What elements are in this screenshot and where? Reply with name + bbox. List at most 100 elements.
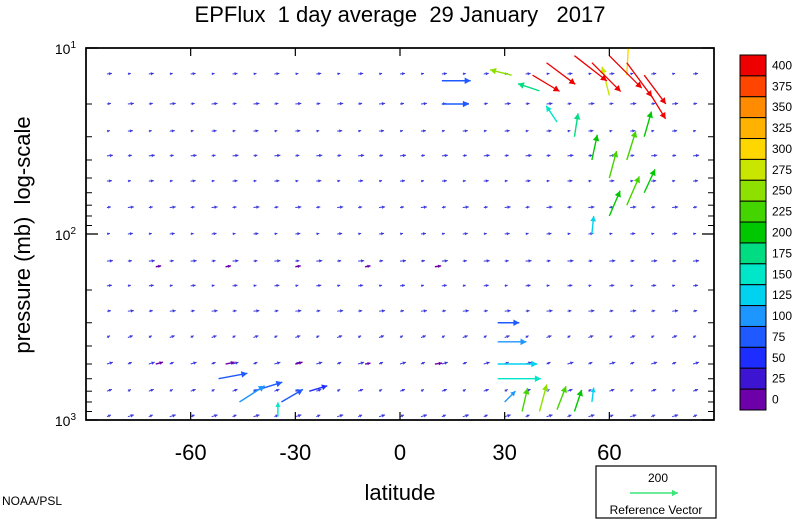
vector — [483, 129, 487, 133]
vector — [295, 205, 302, 209]
vector — [295, 154, 300, 158]
vector — [693, 259, 700, 263]
vector — [169, 232, 175, 236]
vector — [379, 309, 386, 313]
vector — [588, 205, 595, 209]
vector — [591, 134, 600, 161]
vector — [169, 179, 173, 183]
vector — [169, 154, 174, 158]
vector — [148, 259, 155, 263]
vector — [148, 179, 154, 183]
vector — [232, 153, 239, 158]
vector — [316, 72, 322, 76]
vector — [316, 129, 320, 133]
vector — [253, 72, 257, 76]
vector — [211, 361, 216, 365]
vector — [590, 215, 597, 235]
vector — [148, 284, 154, 288]
vector — [358, 205, 363, 209]
vector — [546, 129, 552, 133]
vector — [651, 388, 657, 392]
vector — [546, 72, 550, 76]
vector — [379, 102, 386, 106]
vector — [434, 264, 442, 269]
vector — [148, 129, 152, 133]
vector — [274, 284, 280, 288]
vector — [441, 77, 471, 85]
vector — [573, 113, 581, 137]
vector — [525, 284, 531, 288]
vector — [483, 102, 488, 106]
vector — [609, 259, 616, 263]
vector — [462, 72, 466, 76]
vector — [281, 388, 304, 403]
vector — [127, 129, 133, 133]
vector — [609, 388, 615, 392]
vector — [567, 388, 573, 392]
vector — [190, 259, 197, 263]
vector — [546, 335, 552, 339]
vector — [693, 72, 699, 76]
vector — [630, 205, 637, 209]
vector — [399, 284, 406, 288]
vector — [692, 414, 698, 418]
vector — [504, 154, 509, 158]
vector — [378, 259, 384, 263]
vector — [588, 309, 595, 313]
vector — [693, 153, 700, 158]
vector — [127, 284, 131, 288]
vector — [504, 284, 508, 288]
vector — [525, 129, 529, 133]
reference-vector-value: 200 — [648, 471, 668, 485]
vector — [630, 259, 635, 263]
vector — [295, 264, 301, 268]
colorbar-swatch — [739, 367, 767, 390]
vector — [651, 72, 657, 76]
vector — [253, 414, 260, 418]
vector — [651, 153, 658, 158]
vector — [650, 335, 655, 339]
vector — [574, 55, 608, 82]
vector — [588, 154, 593, 158]
vector — [672, 179, 676, 183]
vector — [420, 102, 427, 106]
vector — [588, 284, 592, 288]
vector — [651, 361, 658, 365]
vector — [692, 232, 697, 236]
vector — [626, 130, 638, 161]
vector — [378, 154, 384, 158]
vector — [441, 232, 445, 236]
vector — [608, 150, 619, 179]
vector — [274, 153, 281, 158]
colorbar-label: 50 — [772, 351, 786, 365]
vector — [504, 102, 511, 106]
vector — [106, 232, 111, 236]
vector — [525, 72, 531, 76]
vector — [337, 179, 341, 183]
vector — [127, 259, 132, 263]
vector — [546, 102, 553, 106]
vector — [309, 384, 328, 392]
vector — [462, 179, 466, 183]
vector — [567, 414, 572, 418]
vector — [358, 232, 362, 236]
vector — [692, 129, 697, 133]
vector — [567, 232, 571, 236]
vector — [672, 205, 679, 209]
vector — [608, 55, 643, 89]
y-tick-label: 102 — [55, 226, 77, 243]
vector — [148, 361, 155, 365]
vector — [295, 102, 302, 106]
vector — [672, 284, 676, 288]
vector — [441, 153, 448, 158]
vector — [692, 388, 699, 392]
vector — [127, 414, 135, 418]
vector — [211, 284, 215, 288]
vector — [525, 335, 529, 339]
vector — [525, 153, 532, 158]
vector — [525, 232, 529, 236]
vector — [462, 232, 468, 236]
vector — [148, 102, 153, 106]
vector — [590, 387, 596, 403]
vector — [337, 102, 344, 106]
